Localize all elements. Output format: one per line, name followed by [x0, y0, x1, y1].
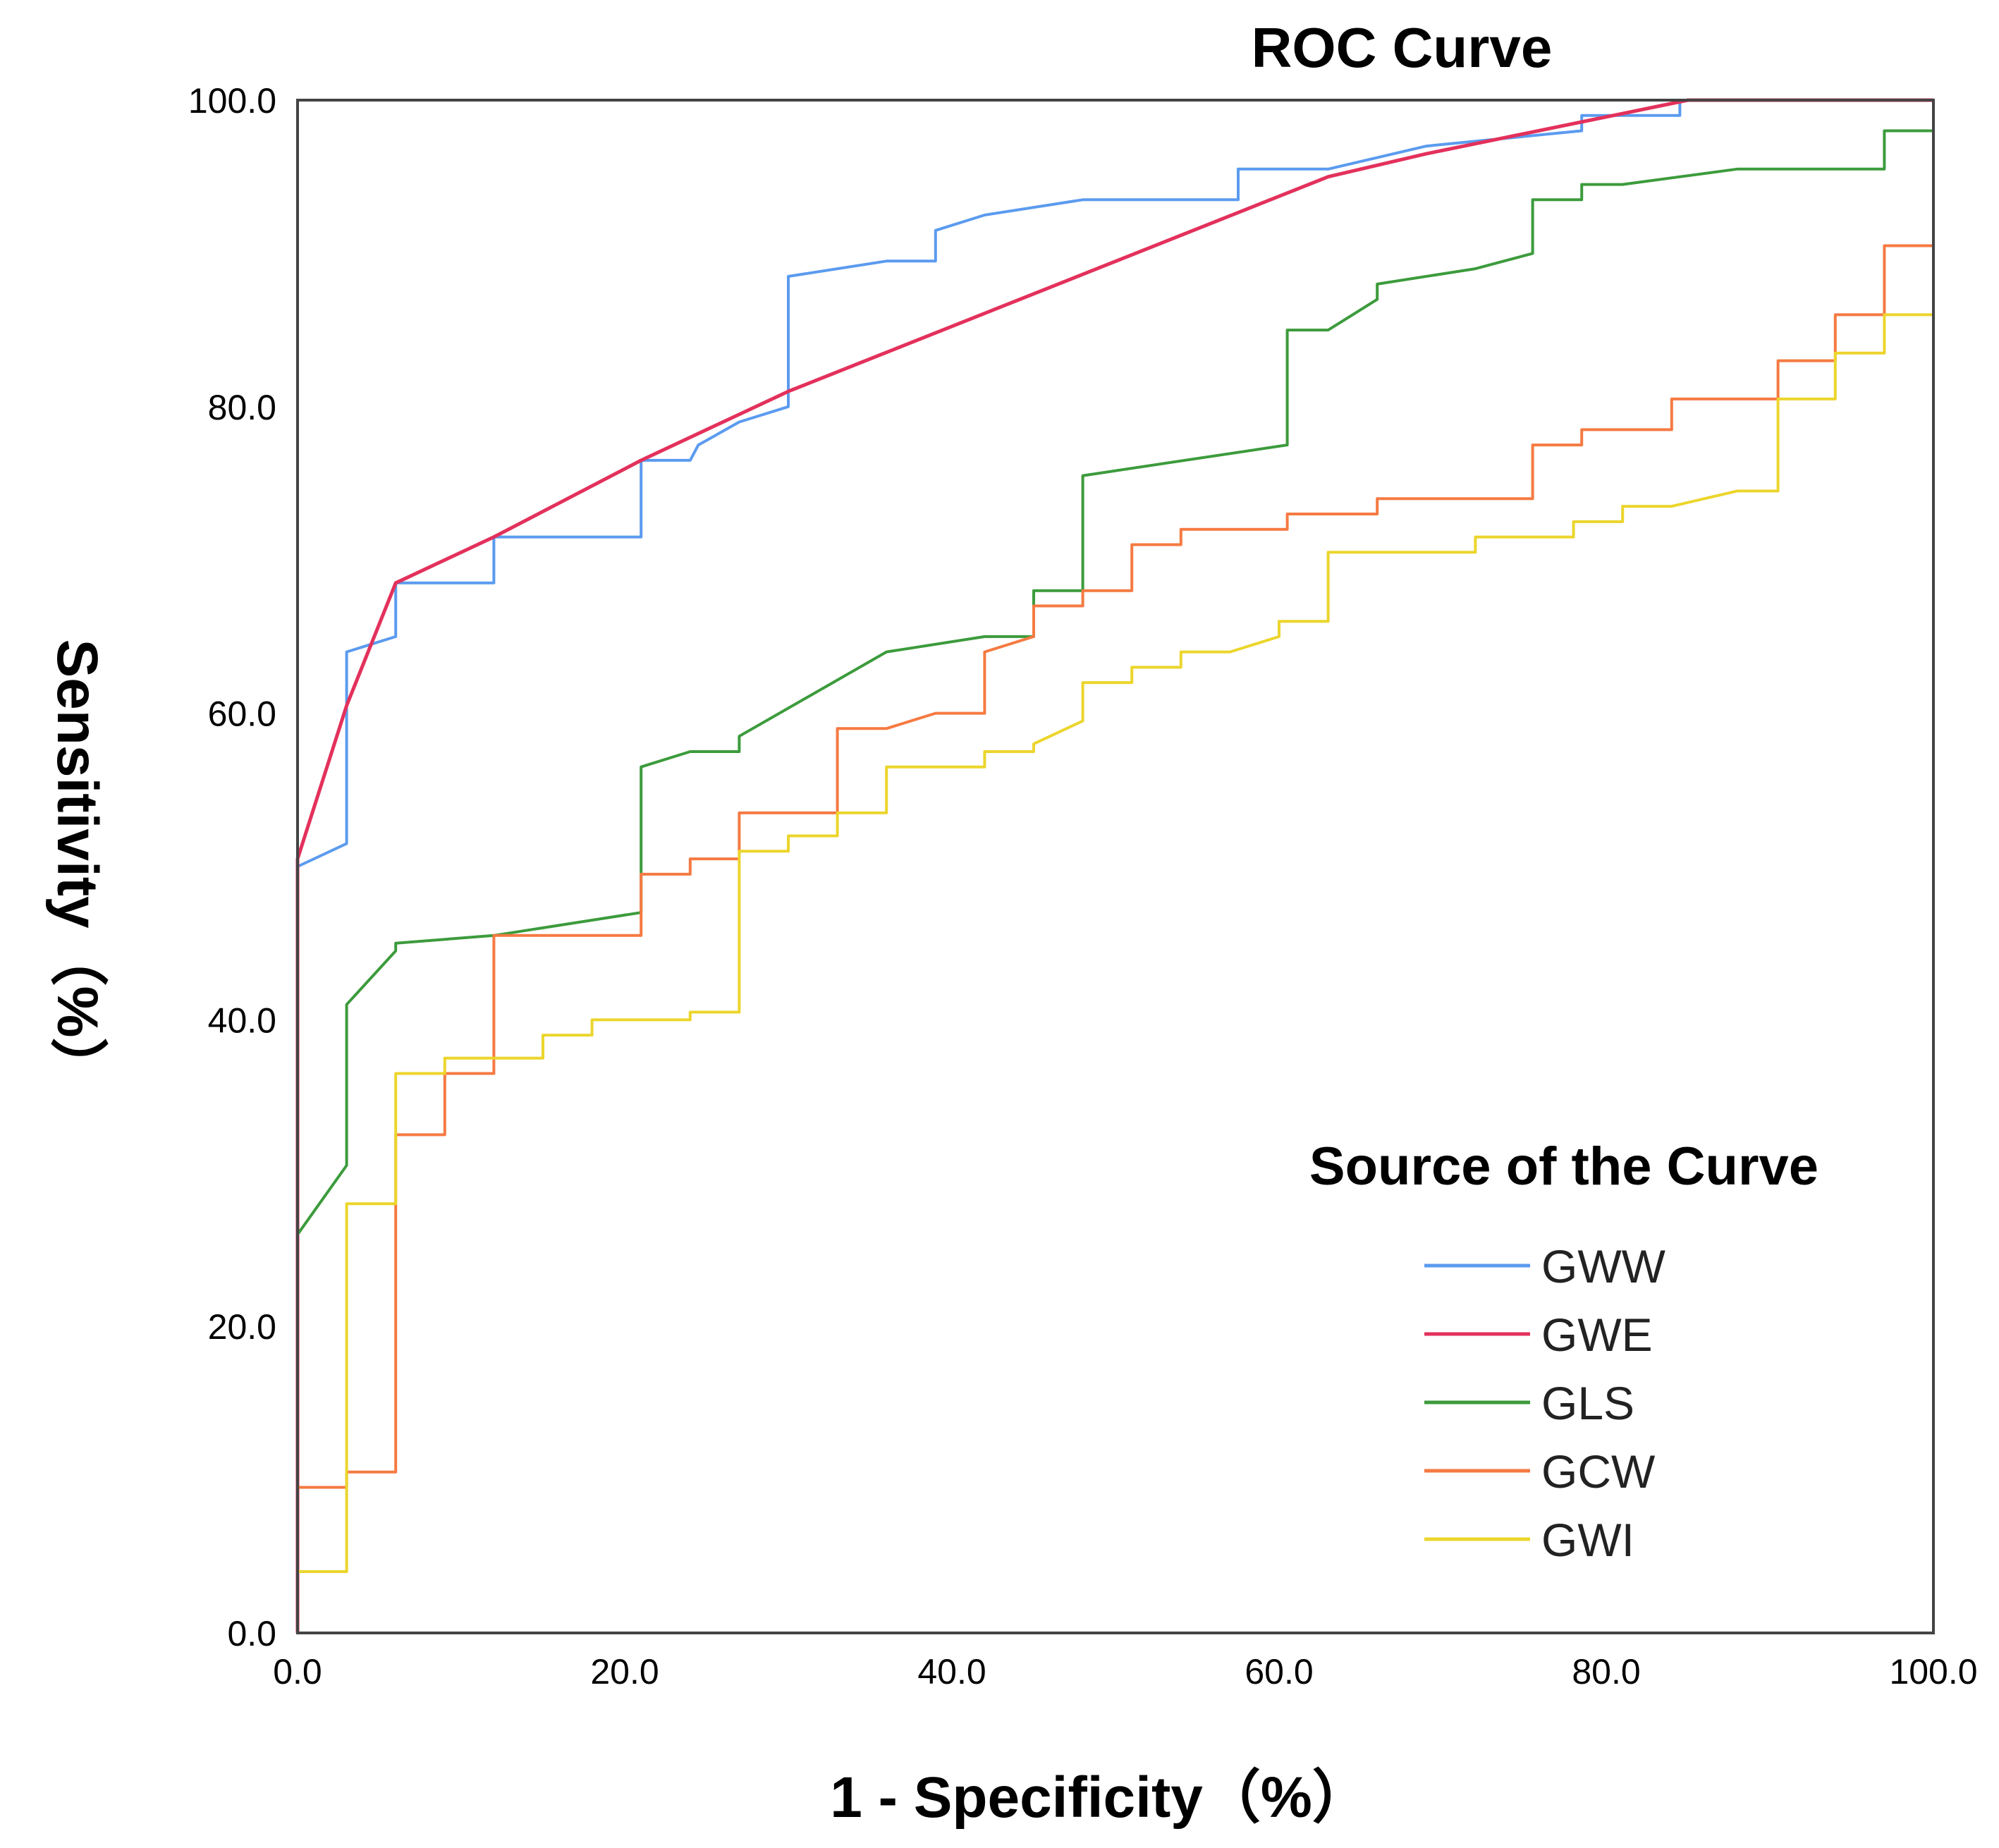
series-line-gls: [296, 100, 1935, 1633]
y-tick-label: 0.0: [227, 1614, 276, 1653]
x-axis-title: 1 - Specificity（%）: [830, 1766, 1370, 1830]
series-layer: [295, 98, 1935, 1633]
axis-ticks: 0.0 20.0 40.0 60.0 80.0 100.0 0.0 20.0 40.0 60.0 8…: [188, 81, 1978, 1691]
x-tick-label: 40.0: [917, 1652, 986, 1691]
plot-frame: [296, 99, 1935, 1634]
series-line-gcw: [296, 100, 1935, 1633]
legend-label: GWW: [1541, 1240, 1666, 1292]
chart-title: ROC Curve: [1252, 16, 1553, 79]
legend-label: GCW: [1541, 1445, 1656, 1498]
legend-label: GWI: [1541, 1514, 1634, 1566]
x-tick-label: 20.0: [590, 1652, 659, 1691]
series-line-gwi: [296, 100, 1935, 1633]
legend-item-gww: GWW: [1424, 1240, 1666, 1292]
legend-item-gcw: GCW: [1424, 1445, 1656, 1498]
legend-item-gls: GLS: [1424, 1377, 1634, 1429]
x-tick-label: 100.0: [1889, 1652, 1977, 1691]
series-line-gwe: [295, 98, 1933, 1633]
y-tick-label: 60.0: [208, 694, 276, 734]
x-tick-label: 60.0: [1245, 1652, 1313, 1691]
y-tick-label: 20.0: [208, 1307, 276, 1347]
legend-label: GLS: [1541, 1377, 1634, 1429]
y-tick-label: 80.0: [208, 388, 276, 427]
y-tick-label: 40.0: [208, 1001, 276, 1040]
series-line-gww: [296, 99, 1933, 1633]
x-tick-label: 0.0: [273, 1652, 322, 1691]
legend-label: GWE: [1541, 1309, 1653, 1361]
x-tick-label: 80.0: [1572, 1652, 1640, 1691]
y-axis-title: Sensitivity（%）: [45, 639, 109, 1095]
legend: Source of the Curve GWW GWE GLS GCW GWI: [1309, 1137, 1818, 1566]
legend-item-gwi: GWI: [1424, 1514, 1634, 1566]
legend-items: GWW GWE GLS GCW GWI: [1424, 1240, 1666, 1566]
y-tick-label: 100.0: [188, 81, 276, 121]
legend-item-gwe: GWE: [1424, 1309, 1653, 1361]
legend-title: Source of the Curve: [1309, 1137, 1818, 1197]
